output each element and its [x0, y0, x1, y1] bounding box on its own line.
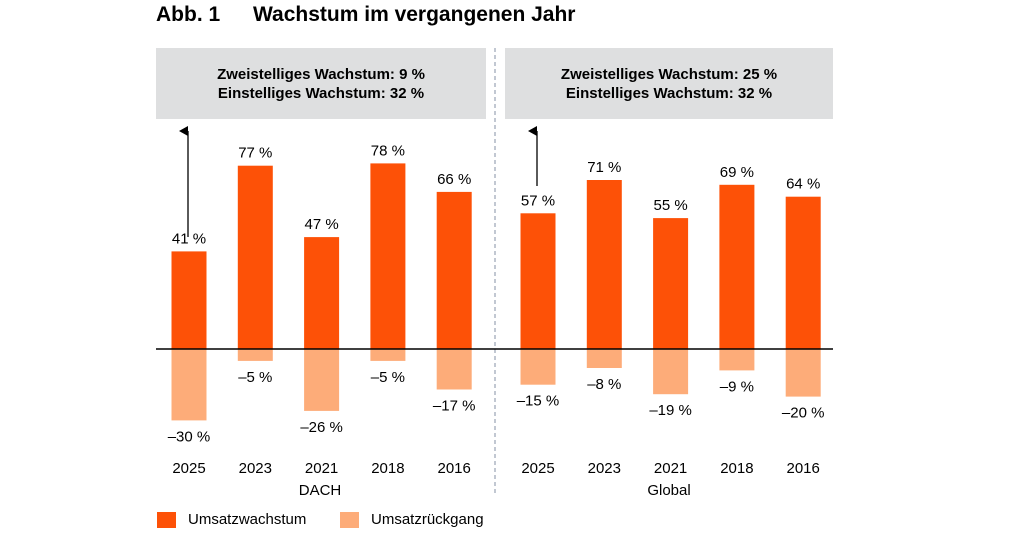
growth-bar-dach-2018 — [370, 163, 406, 349]
decline-label-global-2023: –8 % — [587, 376, 621, 393]
decline-label-global-2016: –20 % — [782, 405, 825, 422]
decline-bar-dach-2021 — [304, 349, 340, 411]
decline-bar-global-2023 — [586, 349, 622, 368]
legend-growth-swatch — [157, 511, 176, 528]
category-label-dach-2025: 2025 — [172, 460, 205, 477]
global-box-line-1: Zweistelliges Wachstum: 25 % — [560, 65, 778, 83]
category-label-dach-2023: 2023 — [239, 460, 272, 477]
legend-decline: Umsatzrückgang — [340, 511, 484, 528]
legend-growth-label: Umsatzwachstum — [188, 511, 307, 528]
growth-bar-global-2023 — [586, 180, 622, 349]
growth-bar-global-2025 — [520, 213, 556, 349]
growth-label-dach-2016: 66 % — [437, 171, 471, 188]
growth-label-dach-2018: 78 % — [371, 142, 405, 159]
category-label-global-2021: 2021 — [654, 460, 687, 477]
decline-bar-dach-2023 — [237, 349, 273, 361]
legend-growth: Umsatzwachstum — [157, 511, 306, 528]
global-box-line-2: Einstelliges Wachstum: 32 % — [565, 84, 773, 102]
decline-label-dach-2021: –26 % — [300, 419, 343, 436]
category-label-global-2023: 2023 — [588, 460, 621, 477]
category-label-dach-2021: 2021 — [305, 460, 338, 477]
growth-bar-dach-2025 — [171, 251, 207, 349]
growth-label-global-2023: 71 % — [587, 159, 621, 176]
growth-label-global-2025: 57 % — [521, 192, 555, 209]
growth-bar-global-2021 — [653, 218, 689, 349]
dach-panel-label: DACH — [299, 482, 342, 499]
decline-label-global-2021: –19 % — [649, 402, 692, 419]
decline-label-global-2018: –9 % — [720, 378, 754, 395]
decline-bar-dach-2016 — [436, 349, 472, 390]
decline-label-dach-2025: –30 % — [168, 428, 211, 445]
global-summary-box: Zweistelliges Wachstum: 25 % Einstellige… — [505, 48, 833, 119]
decline-bar-global-2016 — [785, 349, 821, 397]
growth-label-dach-2025: 41 % — [172, 230, 206, 247]
growth-label-dach-2023: 77 % — [238, 145, 272, 162]
legend-decline-swatch — [340, 511, 359, 528]
category-label-global-2018: 2018 — [720, 460, 753, 477]
category-label-dach-2018: 2018 — [371, 460, 404, 477]
growth-bar-dach-2016 — [436, 191, 472, 349]
decline-bar-global-2025 — [520, 349, 556, 385]
growth-bar-global-2018 — [719, 184, 755, 349]
growth-label-global-2018: 69 % — [720, 164, 754, 181]
category-label-global-2016: 2016 — [787, 460, 820, 477]
decline-bar-dach-2025 — [171, 349, 207, 421]
decline-bar-dach-2018 — [370, 349, 406, 361]
figure-number: Abb. 1 — [156, 3, 221, 26]
growth-label-dach-2021: 47 % — [304, 216, 338, 233]
decline-label-dach-2023: –5 % — [238, 369, 272, 386]
dach-box-line-2: Einstelliges Wachstum: 32 % — [217, 84, 425, 102]
decline-bar-global-2021 — [653, 349, 689, 395]
legend-decline-label: Umsatzrückgang — [371, 511, 484, 528]
growth-bar-dach-2021 — [304, 237, 340, 349]
growth-label-global-2016: 64 % — [786, 176, 820, 193]
chart-title: Wachstum im vergangenen Jahr — [253, 3, 576, 26]
global-panel-label: Global — [647, 482, 690, 499]
decline-label-dach-2018: –5 % — [371, 369, 405, 386]
decline-label-dach-2016: –17 % — [433, 398, 476, 415]
growth-label-global-2021: 55 % — [653, 197, 687, 214]
dach-summary-box: Zweistelliges Wachstum: 9 % Einstelliges… — [156, 48, 486, 119]
category-label-dach-2016: 2016 — [438, 460, 471, 477]
growth-bar-dach-2023 — [237, 165, 273, 349]
category-label-global-2025: 2025 — [521, 460, 554, 477]
growth-bar-global-2016 — [785, 196, 821, 349]
dach-box-line-1: Zweistelliges Wachstum: 9 % — [217, 65, 425, 83]
decline-label-global-2025: –15 % — [517, 393, 560, 410]
decline-bar-global-2018 — [719, 349, 755, 371]
